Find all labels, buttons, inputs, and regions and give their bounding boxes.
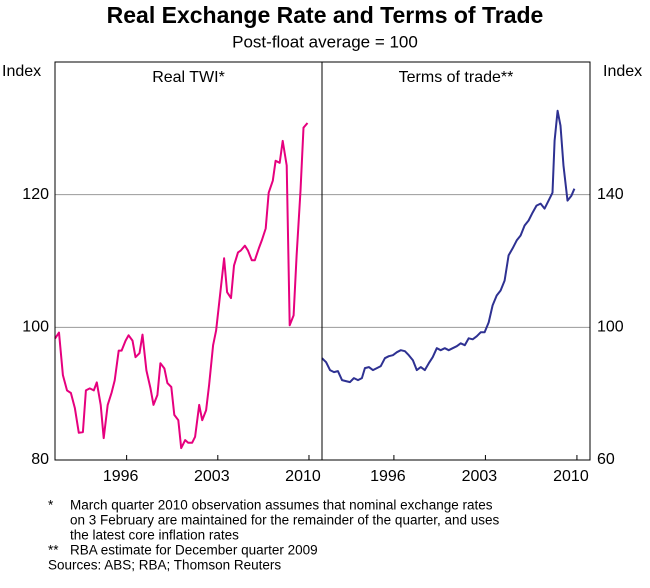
- note-text: on 3 February are maintained for the rem…: [70, 513, 500, 528]
- note-text: March quarter 2010 observation assumes t…: [70, 498, 493, 513]
- plots: Real TWI* Index 80 100 120 1996 2003 2010 Terms …: [2, 63, 642, 485]
- y-tick-label: 120: [22, 186, 49, 203]
- y-axis-label: Index: [603, 63, 642, 80]
- panel-title: Terms of trade**: [399, 69, 514, 86]
- panel-title: Real TWI*: [152, 69, 225, 86]
- note-text: the latest core inflation rates: [70, 528, 239, 543]
- sources: Sources: ABS; RBA; Thomson Reuters: [48, 558, 281, 573]
- note-marker: **: [48, 543, 59, 558]
- series-line: [54, 122, 309, 450]
- y-tick-label: 80: [31, 451, 49, 468]
- x-tick-label: 2010: [553, 468, 589, 485]
- footnotes: * March quarter 2010 observation assumes …: [48, 498, 500, 573]
- chart-title: Real Exchange Rate and Terms of Trade: [107, 2, 544, 28]
- y-tick-label: 100: [597, 319, 624, 336]
- y-axis-label: Index: [2, 63, 41, 80]
- y-tick-label: 100: [22, 319, 49, 336]
- y-tick-label: 140: [597, 186, 624, 203]
- x-tick-label: 1996: [103, 468, 139, 485]
- note-text: RBA estimate for December quarter 2009: [70, 543, 318, 558]
- note-marker: *: [48, 498, 54, 513]
- series-line: [321, 109, 576, 384]
- x-tick-label: 2003: [194, 468, 230, 485]
- x-tick-label: 2003: [462, 468, 498, 485]
- x-tick-label: 1996: [370, 468, 406, 485]
- x-tick-label: 2010: [285, 468, 321, 485]
- y-tick-label: 60: [597, 451, 615, 468]
- chart-subtitle: Post-float average = 100: [232, 32, 418, 51]
